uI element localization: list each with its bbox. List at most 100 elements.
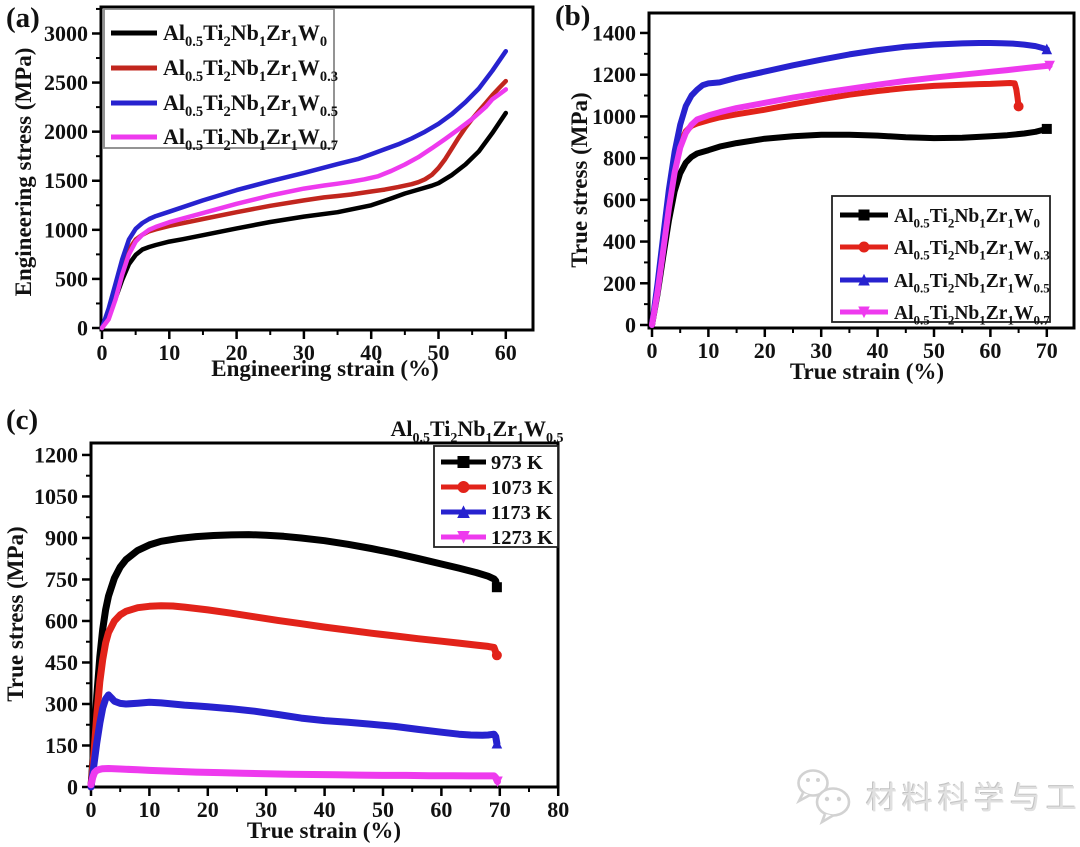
y-axis-label: Engineering stress (MPa) bbox=[11, 48, 36, 297]
x-tick-label: 50 bbox=[428, 340, 450, 365]
y-tick-label: 0 bbox=[77, 316, 88, 341]
x-tick-label: 10 bbox=[697, 338, 719, 363]
panel-a-label: (a) bbox=[6, 2, 40, 34]
x-tick-label: 10 bbox=[158, 340, 180, 365]
y-tick-label: 1000 bbox=[44, 217, 88, 242]
axes bbox=[640, 11, 1076, 337]
y-tick-label: 1000 bbox=[592, 104, 636, 129]
x-tick-label: 40 bbox=[867, 338, 889, 363]
marker-square bbox=[1041, 123, 1052, 134]
y-tick-label: 900 bbox=[45, 525, 78, 550]
y-tick-label: 800 bbox=[603, 146, 636, 171]
watermark: 材料科学与工程 bbox=[792, 764, 1080, 826]
marker-circle bbox=[1013, 101, 1024, 112]
x-axis-label: Engineering strain (%) bbox=[211, 356, 438, 381]
y-tick-label: 1200 bbox=[34, 442, 78, 467]
y-tick-label: 300 bbox=[45, 691, 78, 716]
x-tick-label: 0 bbox=[647, 338, 658, 363]
legend-label: Al0.5Ti2Nb1Zr1W0.7 bbox=[894, 303, 1050, 327]
x-tick-label: 0 bbox=[97, 340, 108, 365]
legend-item: Al0.5Ti2Nb1Zr1W0 bbox=[840, 206, 1040, 230]
y-tick-label: 2500 bbox=[44, 70, 88, 95]
plot-frame bbox=[647, 11, 1076, 330]
y-tick-label: 600 bbox=[45, 608, 78, 633]
legend-item: Al0.5Ti2Nb1Zr1W0.5 bbox=[840, 271, 1050, 295]
y-axis-label: True stress (MPa) bbox=[567, 92, 592, 267]
series-1173-k bbox=[87, 691, 501, 791]
y-tick-label: 450 bbox=[45, 650, 78, 675]
x-tick-label: 30 bbox=[810, 338, 832, 363]
y-axis-label: True stress (MPa) bbox=[3, 526, 28, 701]
legend-item: 973 K bbox=[441, 452, 543, 474]
x-tick-label: 10 bbox=[138, 797, 160, 822]
series-al0-5ti2nb1zr1w0-5 bbox=[649, 40, 1050, 328]
y-tick-label: 3000 bbox=[44, 21, 88, 46]
legend-label: 1273 K bbox=[491, 527, 553, 549]
legend: 973 K 1073 K 1173 K 1273 K bbox=[433, 445, 559, 549]
tick-labels: 0 10 20 30 40 50 60 70 0 200 400 600 800 1000 1200 1400 bbox=[592, 20, 1058, 363]
x-tick-label: 80 bbox=[547, 797, 569, 822]
wechat-icon-eyes bbox=[806, 778, 842, 802]
legend-label: Al0.5Ti2Nb1Zr1W0.3 bbox=[163, 55, 338, 85]
legend-label: Al0.5Ti2Nb1Zr1W0 bbox=[894, 206, 1040, 230]
axes bbox=[92, 5, 535, 339]
legend-item: Al0.5Ti2Nb1Zr1W0.5 bbox=[111, 90, 338, 120]
wechat-icon bbox=[795, 769, 851, 825]
series-al0-5ti2nb1zr1w0-7 bbox=[99, 87, 509, 331]
marker-triangle bbox=[457, 505, 470, 518]
legend-item: 1173 K bbox=[441, 502, 552, 524]
series-al0-5ti2nb1zr1w0-7 bbox=[649, 62, 1053, 328]
y-tick-label: 1200 bbox=[592, 62, 636, 87]
panel-a-plot: 0 10 20 30 40 50 60 0 500 1000 1500 2000 2500 3000 Eng… bbox=[11, 5, 535, 381]
y-tick-label: 1050 bbox=[34, 484, 78, 509]
y-tick-label: 0 bbox=[67, 775, 78, 800]
tick-labels: 0 10 20 30 40 50 60 70 80 0 150 300 450 600 750 900 1050… bbox=[34, 442, 569, 822]
legend-item: Al0.5Ti2Nb1Zr1W0 bbox=[111, 20, 327, 50]
x-tick-label: 60 bbox=[495, 340, 517, 365]
legend-label: Al0.5Ti2Nb1Zr1W0.3 bbox=[894, 238, 1050, 262]
legend-item: Al0.5Ti2Nb1Zr1W0.7 bbox=[111, 124, 338, 154]
x-tick-label: 60 bbox=[979, 338, 1001, 363]
y-tick-label: 750 bbox=[45, 567, 78, 592]
marker-square bbox=[491, 582, 502, 593]
marker-triangle bbox=[858, 273, 870, 286]
y-tick-label: 500 bbox=[55, 266, 88, 291]
x-tick-label: 70 bbox=[1036, 338, 1058, 363]
legend-label: 1073 K bbox=[491, 477, 553, 499]
y-tick-label: 150 bbox=[45, 733, 78, 758]
x-tick-label: 30 bbox=[255, 797, 277, 822]
legend-item: 1073 K bbox=[441, 477, 553, 499]
legend-label: 973 K bbox=[491, 452, 543, 474]
x-tick-label: 20 bbox=[754, 338, 776, 363]
marker-triangle-down bbox=[858, 306, 870, 319]
series-1073-k bbox=[87, 602, 501, 791]
x-tick-label: 50 bbox=[372, 797, 394, 822]
marker-square bbox=[858, 209, 870, 221]
x-tick-label: 20 bbox=[197, 797, 219, 822]
series-al0-5ti2nb1zr1w0-5 bbox=[99, 48, 509, 331]
legend-item: Al0.5Ti2Nb1Zr1W0.3 bbox=[840, 238, 1050, 262]
x-axis-label: True strain (%) bbox=[790, 359, 944, 384]
legend-label: Al0.5Ti2Nb1Zr1W0.5 bbox=[894, 271, 1050, 295]
legend-label: 1173 K bbox=[491, 502, 552, 524]
marker-triangle bbox=[491, 737, 503, 749]
panel-b-plot: 0 10 20 30 40 50 60 70 0 200 400 600 800 1000 1200 1400… bbox=[567, 11, 1076, 384]
x-tick-label: 70 bbox=[489, 797, 511, 822]
y-tick-label: 1400 bbox=[592, 20, 636, 45]
x-tick-label: 60 bbox=[430, 797, 452, 822]
y-tick-label: 400 bbox=[603, 229, 636, 254]
marker-triangle bbox=[1041, 43, 1053, 55]
marker-triangle-down bbox=[492, 776, 503, 788]
legend: Al0.5Ti2Nb1Zr1W0 Al0.5Ti2Nb1Zr1W0.3 Al0.5T… bbox=[103, 8, 338, 154]
marker-triangle-down bbox=[457, 531, 470, 544]
marker-circle bbox=[491, 650, 502, 661]
tick-labels: 0 10 20 30 40 50 60 0 500 1000 1500 2000 2500 3000 bbox=[44, 21, 517, 365]
series-1273-k bbox=[87, 765, 501, 789]
x-tick-label: 50 bbox=[923, 338, 945, 363]
marker-triangle-down bbox=[1044, 60, 1055, 72]
series-973-k bbox=[87, 531, 501, 791]
marker-circle bbox=[457, 481, 470, 493]
panel-c-plot: 0 10 20 30 40 50 60 70 80 0 150 300 450 600 750 900 1050… bbox=[3, 416, 569, 843]
legend-item: Al0.5Ti2Nb1Zr1W0.3 bbox=[111, 55, 338, 85]
